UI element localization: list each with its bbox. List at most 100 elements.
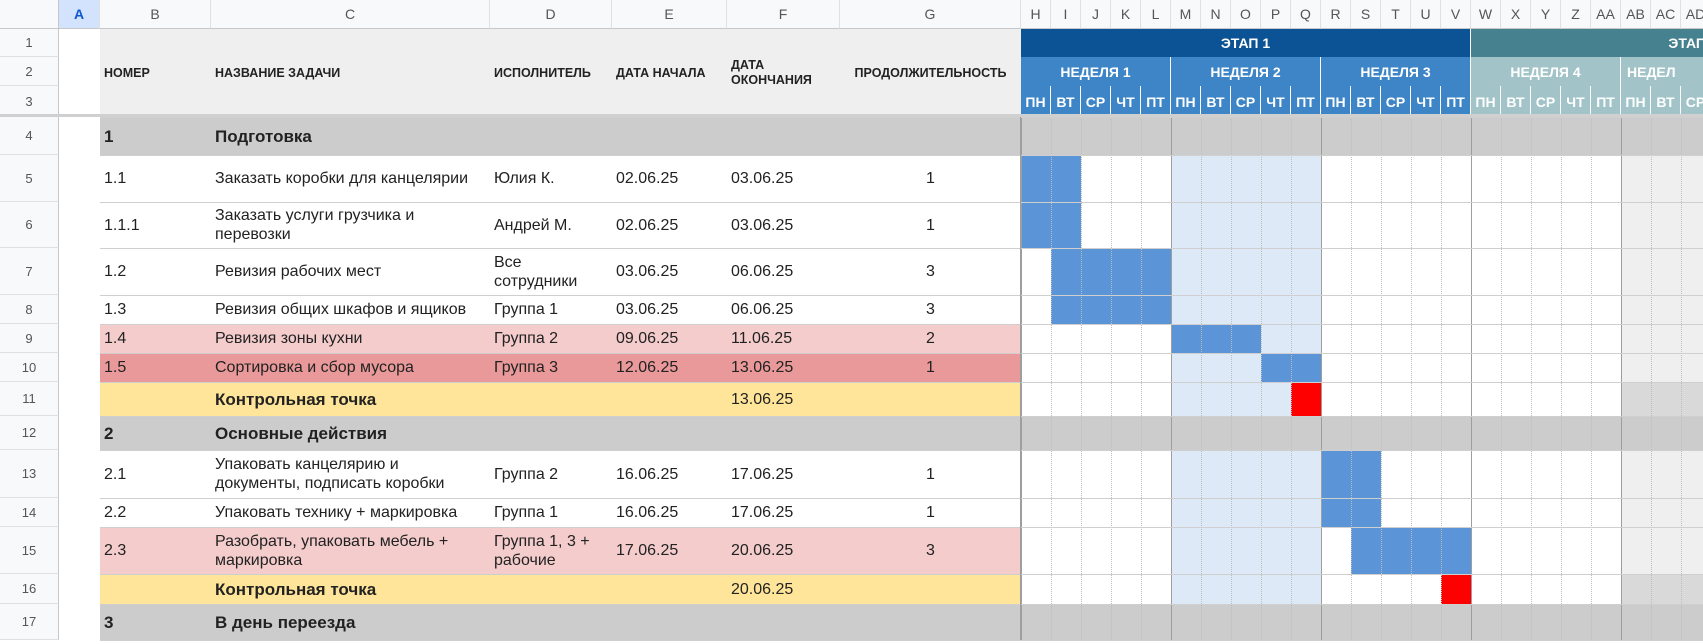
table-row[interactable] (100, 117, 1021, 155)
row-header-17[interactable]: 17 (0, 604, 59, 640)
table-row[interactable] (100, 450, 1021, 498)
column-header-J[interactable]: J (1081, 0, 1111, 29)
cell-task[interactable]: Разобрать, упаковать мебель + маркировка (215, 532, 449, 569)
cell-number[interactable]: 2.2 (104, 504, 127, 521)
column-header-X[interactable]: X (1501, 0, 1531, 29)
column-header-G[interactable]: G (840, 0, 1021, 29)
column-header-AB[interactable]: AB (1621, 0, 1651, 29)
row-header-15[interactable]: 15 (0, 527, 59, 574)
column-header-AA[interactable]: AA (1591, 0, 1621, 29)
cell-task[interactable]: Контрольная точка (215, 389, 377, 409)
cell-assignee[interactable]: Группа 3 (494, 359, 559, 376)
table-row[interactable] (100, 574, 1021, 604)
column-header-E[interactable]: E (612, 0, 727, 29)
table-row[interactable] (100, 604, 1021, 640)
cell-duration[interactable]: 1 (926, 504, 935, 521)
cell-number[interactable]: 1.5 (104, 359, 127, 376)
row-header-11[interactable]: 11 (0, 382, 59, 416)
cell-end[interactable]: 13.06.25 (731, 390, 794, 408)
column-a-cells[interactable] (59, 29, 100, 640)
cell-start[interactable] (612, 382, 727, 416)
column-header-N[interactable]: N (1201, 0, 1231, 29)
table-row[interactable] (100, 527, 1021, 574)
cell-number[interactable] (100, 382, 211, 416)
column-header-V[interactable]: V (1441, 0, 1471, 29)
cell-duration[interactable]: 1 (926, 359, 935, 376)
table-row[interactable] (100, 382, 1021, 416)
cell-start[interactable]: 16.06.25 (616, 465, 679, 483)
cell-duration[interactable]: 3 (926, 542, 935, 559)
cell-assignee[interactable]: Группа 1 (494, 301, 559, 318)
cell-number[interactable]: 1.1 (104, 170, 127, 187)
cell-assignee[interactable] (490, 574, 612, 604)
column-header-AD[interactable]: AD (1681, 0, 1703, 29)
cell-number[interactable]: 1.3 (104, 301, 127, 318)
cell-end[interactable]: 06.06.25 (731, 301, 794, 318)
column-header-O[interactable]: O (1231, 0, 1261, 29)
cell-task[interactable]: Заказать услуги грузчика и перевозки (215, 207, 415, 243)
cell-end[interactable]: 11.06.25 (731, 330, 793, 347)
cell-number[interactable]: 1.4 (104, 330, 127, 347)
cell-duration[interactable] (840, 604, 1021, 640)
cell-number[interactable]: 1.1.1 (104, 216, 140, 234)
column-header-U[interactable]: U (1411, 0, 1441, 29)
select-all-corner[interactable] (0, 0, 59, 29)
cell-start[interactable] (612, 604, 727, 640)
table-row[interactable] (100, 295, 1021, 324)
cell-number[interactable] (100, 574, 211, 604)
cell-number[interactable]: 2 (104, 423, 114, 443)
cell-number[interactable]: 3 (104, 612, 114, 632)
column-header-Q[interactable]: Q (1291, 0, 1321, 29)
column-header-W[interactable]: W (1471, 0, 1501, 29)
cell-assignee[interactable]: Группа 1 (494, 504, 559, 521)
cell-assignee[interactable]: Юлия К. (494, 170, 555, 187)
cell-task[interactable]: Контрольная точка (215, 579, 377, 599)
column-header-Z[interactable]: Z (1561, 0, 1591, 29)
cell-task[interactable]: Ревизия общих шкафов и ящиков (215, 301, 467, 318)
cell-task[interactable]: Основные действия (215, 423, 388, 443)
cell-start[interactable]: 03.06.25 (616, 263, 679, 280)
table-row[interactable] (100, 353, 1021, 382)
cell-start[interactable]: 17.06.25 (616, 542, 679, 559)
cell-end[interactable]: 17.06.25 (731, 504, 794, 521)
row-header-14[interactable]: 14 (0, 498, 59, 527)
cell-assignee[interactable]: Группа 1, 3 + рабочие (494, 532, 590, 569)
cell-assignee[interactable]: Андрей М. (494, 216, 572, 234)
row-header-12[interactable]: 12 (0, 416, 59, 450)
cell-start[interactable] (612, 416, 727, 450)
column-header-AC[interactable]: AC (1651, 0, 1681, 29)
cell-number[interactable]: 1 (104, 126, 114, 146)
cell-task[interactable]: Упаковать технику + маркировка (215, 504, 458, 521)
column-header-F[interactable]: F (727, 0, 840, 29)
cell-duration[interactable]: 1 (926, 216, 935, 234)
row-header-13[interactable]: 13 (0, 450, 59, 498)
table-row[interactable] (100, 324, 1021, 353)
table-row[interactable] (100, 248, 1021, 295)
column-header-T[interactable]: T (1381, 0, 1411, 29)
cell-assignee[interactable]: Группа 2 (494, 465, 559, 483)
cell-start[interactable]: 09.06.25 (616, 330, 679, 347)
cell-end[interactable]: 17.06.25 (731, 465, 794, 483)
column-header-P[interactable]: P (1261, 0, 1291, 29)
table-row[interactable] (100, 155, 1021, 202)
cell-end[interactable]: 06.06.25 (731, 263, 794, 280)
cell-start[interactable]: 16.06.25 (616, 504, 679, 521)
row-header-1[interactable]: 1 (0, 29, 59, 57)
cell-task[interactable]: Ревизия рабочих мест (215, 263, 382, 280)
cell-assignee[interactable]: Группа 2 (494, 330, 559, 347)
row-header-6[interactable]: 6 (0, 202, 59, 248)
cell-task[interactable]: В день переезда (215, 612, 356, 632)
cell-duration[interactable]: 1 (926, 170, 935, 187)
column-header-H[interactable]: H (1021, 0, 1051, 29)
cell-assignee[interactable] (490, 416, 612, 450)
cell-number[interactable]: 2.3 (104, 542, 127, 559)
cell-duration[interactable] (840, 382, 1021, 416)
cell-end[interactable]: 20.06.25 (731, 542, 794, 559)
cell-end[interactable]: 13.06.25 (731, 359, 794, 376)
cell-task[interactable]: Ревизия зоны кухни (215, 330, 363, 347)
column-header-B[interactable]: B (100, 0, 211, 29)
cell-duration[interactable] (840, 574, 1021, 604)
cell-duration[interactable]: 2 (926, 330, 935, 347)
cell-start[interactable] (612, 574, 727, 604)
